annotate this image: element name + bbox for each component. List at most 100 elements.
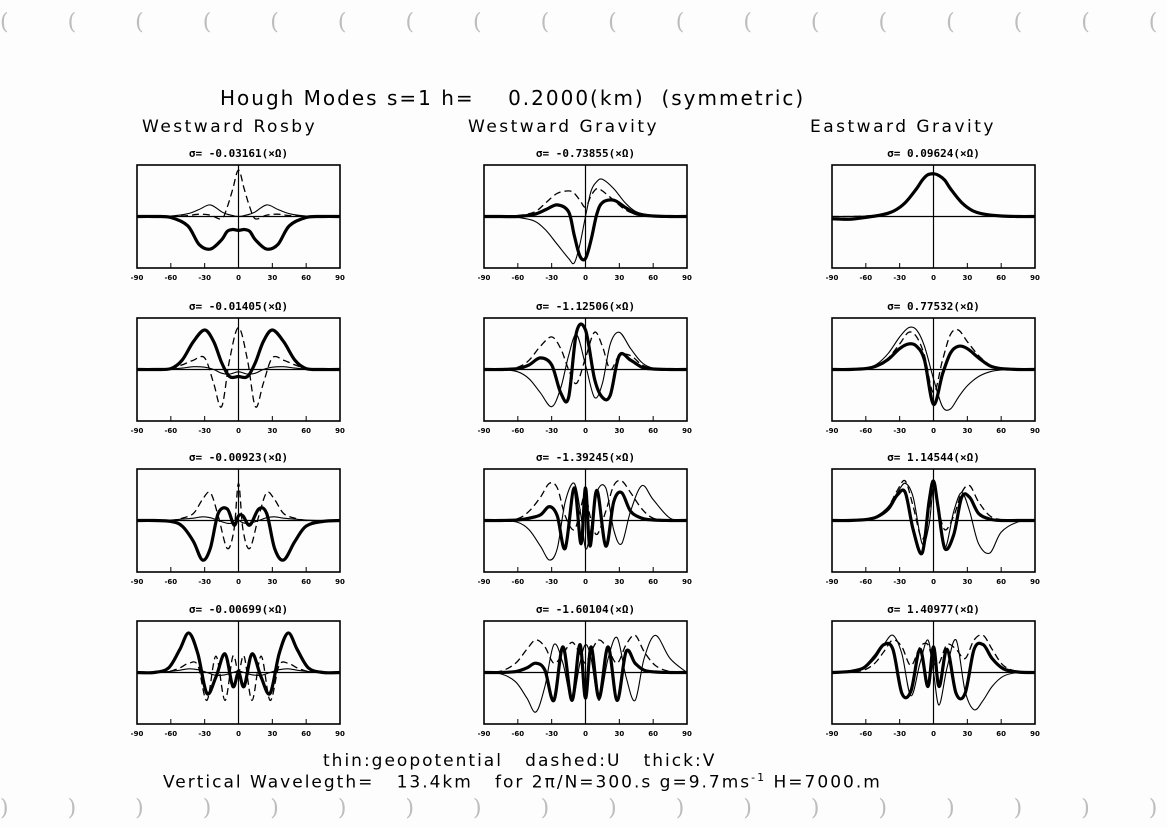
hough-panel: σ= -0.73855(×Ω) -90 -60 -30 0 30 60 90 (478, 147, 692, 282)
x-tick-label: 30 (962, 730, 972, 738)
x-tick-label: -30 (893, 274, 906, 282)
panel-sigma-label: σ= -0.03161(×Ω) (189, 147, 288, 160)
x-tick-label: 0 (931, 578, 936, 586)
x-tick-label: -90 (478, 274, 491, 282)
x-tick-label: -90 (478, 427, 491, 435)
x-tick-label: -60 (512, 274, 525, 282)
hough-panel: σ= -0.01405(×Ω) -90 -60 -30 0 30 60 90 (131, 300, 345, 435)
x-tick-label: -90 (131, 730, 144, 738)
x-tick-label: -90 (478, 578, 491, 586)
x-tick-label: 30 (614, 578, 624, 586)
x-tick-label: 30 (267, 427, 277, 435)
x-tick-label: -60 (165, 730, 178, 738)
x-tick-label: 0 (931, 730, 936, 738)
series-line-geopotential (483, 178, 688, 265)
panel-sigma-label: σ= -1.39245(×Ω) (536, 451, 635, 464)
x-tick-label: 0 (583, 578, 588, 586)
footer-line: Vertical Wavelegth= 13.4km for 2π/N=300.… (163, 771, 882, 793)
x-tick-label: 60 (301, 730, 311, 738)
x-tick-label: 90 (1030, 730, 1040, 738)
x-tick-label: -30 (893, 730, 906, 738)
bottom-edge-marks: ) ) ) ) ) ) ) ) ) ) ) ) ) ) ) ) ) ) ) ) … (0, 796, 1167, 821)
x-tick-label: 30 (267, 730, 277, 738)
series-line-geopotential (483, 634, 688, 713)
panel-sigma-label: σ= -0.00699(×Ω) (189, 603, 288, 616)
x-tick-label: 30 (962, 274, 972, 282)
series-line-v (136, 214, 341, 251)
hough-panel: σ= -1.60104(×Ω) -90 -60 -30 0 30 60 90 (478, 603, 692, 738)
x-tick-label: -60 (165, 578, 178, 586)
x-tick-label: -60 (512, 427, 525, 435)
series-line-v (483, 642, 688, 703)
x-tick-label: 60 (301, 274, 311, 282)
x-tick-label: -60 (165, 274, 178, 282)
series-line-u (483, 331, 688, 385)
series-line-v (483, 198, 688, 262)
column-heading-westward-gravity: Westward Gravity (468, 117, 660, 137)
x-tick-label: 60 (648, 274, 658, 282)
x-tick-label: 0 (236, 427, 241, 435)
series-line-u (137, 482, 340, 550)
hough-panel: σ= -0.00699(×Ω) -90 -60 -30 0 30 60 90 (131, 603, 345, 738)
series-line-geopotential (136, 366, 341, 375)
series-line-u (483, 187, 688, 218)
x-tick-label: 30 (267, 274, 277, 282)
x-tick-label: 90 (682, 427, 692, 435)
series-line-u (136, 326, 341, 408)
x-tick-label: 0 (236, 730, 241, 738)
x-tick-label: -60 (860, 578, 873, 586)
series-line-u (831, 634, 1036, 674)
x-tick-label: -30 (545, 274, 558, 282)
x-tick-label: -90 (826, 427, 839, 435)
x-tick-label: 60 (301, 427, 311, 435)
panel-sigma-label: σ= -0.73855(×Ω) (536, 147, 635, 160)
panel-sigma-label: σ= -1.60104(×Ω) (536, 603, 635, 616)
series-line-geopotential (483, 482, 688, 561)
x-tick-label: 0 (583, 274, 588, 282)
x-tick-label: 0 (236, 274, 241, 282)
x-tick-label: -30 (198, 427, 211, 435)
x-tick-label: -30 (893, 427, 906, 435)
x-tick-label: 30 (267, 578, 277, 586)
series-line-geopotential (831, 326, 1036, 411)
x-tick-label: -60 (860, 730, 873, 738)
panel-sigma-label: σ= -0.00923(×Ω) (189, 451, 288, 464)
x-tick-label: -30 (545, 427, 558, 435)
x-tick-label: -30 (545, 578, 558, 586)
series-line-v (136, 506, 341, 562)
panel-sigma-label: σ= 0.09624(×Ω) (887, 147, 980, 160)
column-heading-westward-rosby: Westward Rosby (142, 117, 318, 137)
x-tick-label: 90 (335, 274, 345, 282)
x-tick-label: 30 (614, 427, 624, 435)
x-tick-label: 90 (682, 274, 692, 282)
x-tick-label: -60 (512, 730, 525, 738)
footer-prefix: Vertical Wavelegth= 13.4km for 2π/N=300.… (163, 772, 752, 793)
hough-panel: σ= -1.12506(×Ω) -90 -60 -30 0 30 60 90 (478, 300, 692, 435)
footer-suffix: H=7000.m (766, 772, 882, 793)
series-line-v (831, 479, 1035, 556)
x-tick-label: 60 (301, 578, 311, 586)
x-tick-label: -30 (893, 578, 906, 586)
x-tick-label: -90 (826, 730, 839, 738)
x-tick-label: -60 (512, 578, 525, 586)
x-tick-label: 60 (996, 730, 1006, 738)
x-tick-label: 90 (1030, 427, 1040, 435)
hough-panel: σ= -0.00923(×Ω) -90 -60 -30 0 30 60 90 (131, 451, 345, 586)
x-tick-label: 90 (335, 427, 345, 435)
page-title: Hough Modes s=1 h= 0.2000(km) (symmetric… (220, 86, 806, 110)
hough-panel: σ= -1.39245(×Ω) -90 -60 -30 0 30 60 90 (478, 451, 692, 586)
x-tick-label: -90 (131, 578, 144, 586)
panel-sigma-label: σ= -0.01405(×Ω) (189, 300, 288, 313)
x-tick-label: 90 (335, 578, 345, 586)
hough-panel: σ= 1.40977(×Ω) -90 -60 -30 0 30 60 90 (826, 603, 1040, 738)
footer-exponent: -1 (751, 771, 767, 784)
x-tick-label: 30 (614, 730, 624, 738)
panel-sigma-label: σ= 0.77532(×Ω) (887, 300, 980, 313)
x-tick-label: 90 (682, 578, 692, 586)
x-tick-label: 30 (962, 427, 972, 435)
legend-line: thin:geopotential dashed:U thick:V (323, 751, 717, 771)
x-tick-label: -90 (478, 730, 491, 738)
panel-sigma-label: σ= -1.12506(×Ω) (536, 300, 635, 313)
series-line-v (136, 328, 341, 380)
